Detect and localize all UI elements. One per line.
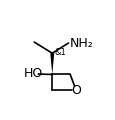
Text: &1: &1 [55, 48, 66, 57]
Text: NH₂: NH₂ [70, 37, 93, 50]
Text: O: O [70, 84, 80, 97]
Text: HO: HO [23, 67, 42, 81]
Polygon shape [50, 53, 54, 74]
